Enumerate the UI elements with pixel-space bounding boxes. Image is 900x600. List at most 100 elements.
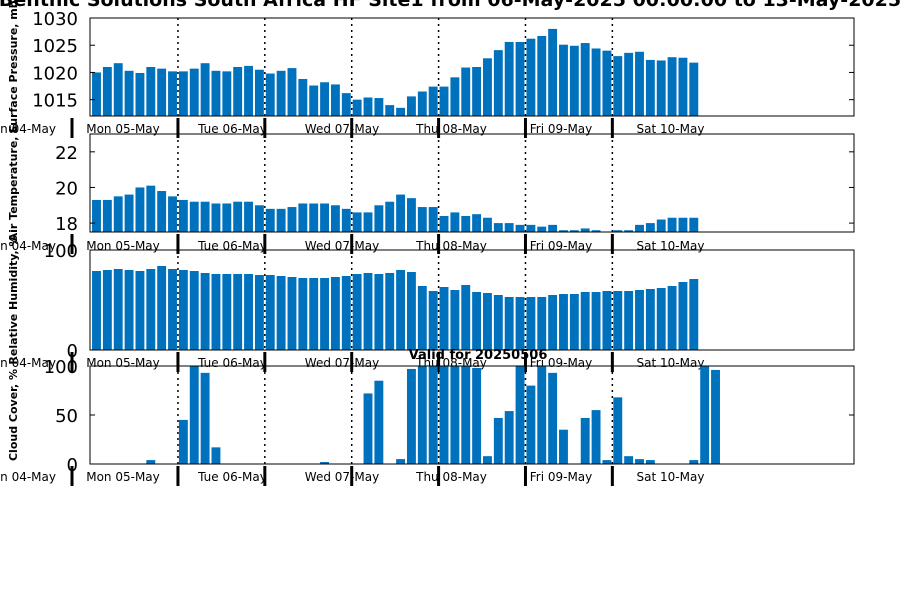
bar	[417, 366, 427, 464]
bar	[102, 270, 112, 350]
x-tick-label: Mon 05-May	[86, 122, 160, 136]
bar	[504, 223, 514, 232]
bar	[189, 68, 199, 116]
bar	[700, 366, 710, 464]
bar	[396, 194, 406, 232]
bar	[157, 68, 167, 116]
bar	[298, 278, 308, 350]
bar	[667, 286, 677, 350]
bar	[624, 230, 634, 232]
x-tick-label: Tue 06-May	[197, 122, 267, 136]
valid-for-label: Valid for 20250506	[409, 348, 548, 363]
bar	[363, 97, 373, 116]
bar	[526, 385, 536, 464]
bar	[483, 456, 492, 464]
bar	[417, 91, 427, 116]
bar	[374, 98, 384, 116]
bar	[548, 28, 558, 116]
bar	[635, 290, 644, 350]
bar	[178, 199, 188, 232]
bar	[178, 270, 188, 350]
axes-frame	[89, 249, 855, 351]
bar	[124, 70, 134, 116]
bar	[200, 273, 210, 350]
x-tick-label: Wed 07-May	[305, 122, 379, 136]
bar	[178, 419, 188, 464]
bar	[472, 67, 482, 116]
bar	[146, 67, 156, 116]
bar	[309, 278, 319, 350]
bar	[559, 44, 568, 116]
bar	[189, 271, 199, 350]
bar	[656, 60, 666, 116]
x-tick-label: Tue 06-May	[197, 356, 267, 370]
bar	[92, 72, 101, 116]
bar	[211, 70, 221, 116]
bar	[678, 57, 688, 116]
bar	[276, 70, 286, 116]
bar	[287, 68, 297, 116]
bar	[352, 99, 362, 116]
bar	[580, 43, 590, 116]
bars-group	[92, 28, 699, 116]
bar	[613, 397, 623, 464]
bar	[254, 69, 264, 116]
bar	[320, 278, 330, 350]
bar	[428, 291, 438, 350]
ytick-label: 1020	[32, 63, 78, 84]
bar	[233, 67, 243, 116]
bar	[678, 217, 688, 232]
x-tick-label: Wed 07-May	[305, 239, 379, 253]
x-tick-label: Thu 08-May	[415, 122, 487, 136]
x-tick-label: Mon 05-May	[86, 470, 160, 484]
bar	[244, 201, 253, 232]
bar	[450, 366, 460, 464]
bar	[645, 289, 655, 350]
bar	[92, 199, 101, 232]
x-tick-label: Mon 05-May	[86, 239, 160, 253]
bar	[341, 208, 351, 232]
bar	[189, 201, 199, 232]
bar	[254, 275, 264, 350]
ytick-label: 1025	[32, 36, 78, 57]
x-tick-label: Fri 09-May	[530, 122, 593, 136]
bar	[645, 460, 655, 464]
bar	[472, 292, 482, 350]
bar	[211, 203, 221, 232]
bar	[287, 207, 297, 232]
bar	[483, 293, 492, 350]
y-axis-label: Cloud Cover, %	[7, 369, 20, 461]
bar	[526, 297, 536, 350]
bar	[178, 71, 188, 116]
ytick-label: 0	[67, 341, 78, 362]
bar	[569, 230, 579, 232]
x-tick-label: Fri 09-May	[530, 239, 593, 253]
bar	[200, 372, 210, 464]
bar	[591, 230, 601, 232]
bar	[493, 417, 503, 464]
bar	[689, 460, 699, 464]
x-tick-label: Sun 04-May	[0, 122, 56, 136]
bar	[189, 366, 199, 464]
bar	[222, 71, 232, 116]
bar	[124, 194, 134, 232]
chart-title: Benthic Solutions South Africa HF Site1 …	[0, 0, 900, 11]
bar	[254, 205, 264, 232]
bar	[515, 41, 525, 116]
bar	[396, 270, 406, 350]
bar	[689, 62, 699, 116]
bar	[515, 366, 525, 464]
bar	[330, 205, 340, 232]
bar	[580, 417, 590, 464]
bar	[656, 219, 666, 232]
bar	[146, 460, 156, 464]
x-tick-label: Thu 08-May	[415, 239, 487, 253]
bar	[559, 294, 568, 350]
bar	[102, 199, 112, 232]
bar	[124, 270, 134, 350]
bar	[113, 269, 123, 350]
x-tick-label: Sat 10-May	[637, 356, 705, 370]
bar	[439, 366, 449, 464]
